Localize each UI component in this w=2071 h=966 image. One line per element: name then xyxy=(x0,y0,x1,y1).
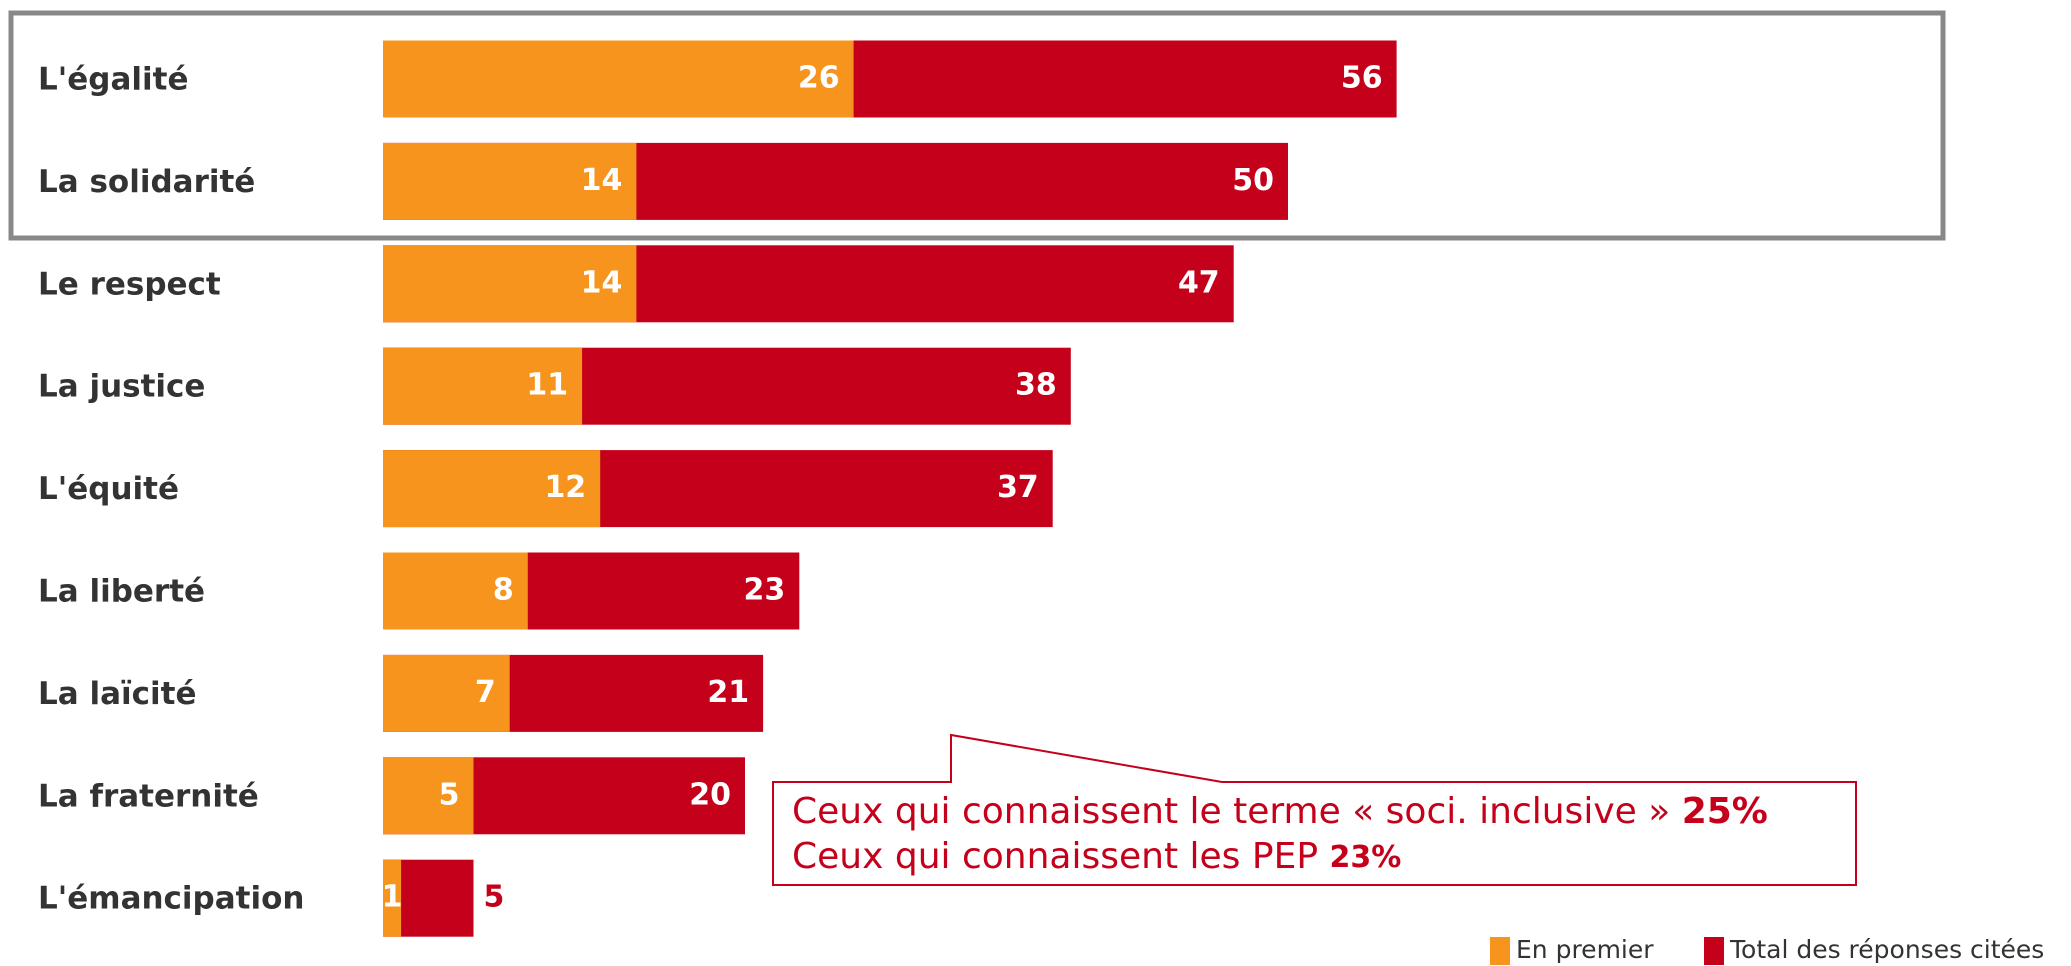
value-label: 14 xyxy=(581,163,623,198)
annotation-value: 23% xyxy=(1329,840,1401,875)
annotation-text: Ceux qui connaissent le terme « soci. in… xyxy=(792,791,1670,832)
category-label: La solidarité xyxy=(38,164,255,200)
bar xyxy=(383,450,601,528)
value-label: 5 xyxy=(484,880,505,915)
value-label: 11 xyxy=(526,368,568,403)
value-label: 56 xyxy=(1341,61,1383,96)
legend-swatch xyxy=(1704,937,1724,965)
legend-label: Total des réponses citées xyxy=(1729,935,2044,964)
value-label: 14 xyxy=(581,265,623,300)
value-label: 8 xyxy=(493,573,514,608)
annotation: Ceux qui connaissent les PEP 23% xyxy=(792,836,1401,877)
bar xyxy=(383,40,854,118)
bar xyxy=(383,552,528,630)
callout-box xyxy=(772,733,1857,886)
category-label: L'équité xyxy=(38,471,179,507)
category-label: La justice xyxy=(38,369,205,405)
value-label: 1 xyxy=(382,880,403,915)
bar xyxy=(383,654,510,732)
category-label: La fraternité xyxy=(38,778,259,814)
value-label: 7 xyxy=(475,675,496,710)
value-label: 38 xyxy=(1015,368,1057,403)
value-label: 37 xyxy=(997,470,1039,505)
value-label: 47 xyxy=(1178,265,1220,300)
bar xyxy=(383,347,583,425)
annotation: Ceux qui connaissent le terme « soci. in… xyxy=(792,791,1768,832)
legend-label: En premier xyxy=(1516,935,1654,964)
value-label: 21 xyxy=(707,675,749,710)
highlight-box xyxy=(8,10,1946,241)
category-label: La laïcité xyxy=(38,676,196,712)
category-label: La liberté xyxy=(38,574,205,610)
annotation-text: Ceux qui connaissent les PEP xyxy=(792,836,1318,877)
bar xyxy=(383,142,637,220)
value-label: 26 xyxy=(798,61,840,96)
value-label: 20 xyxy=(689,777,731,812)
category-label: Le respect xyxy=(38,266,221,302)
legend-swatch xyxy=(1490,937,1510,965)
bar xyxy=(383,245,637,323)
value-label: 50 xyxy=(1232,163,1274,198)
value-label: 23 xyxy=(744,573,786,608)
annotation-value: 25% xyxy=(1682,791,1768,832)
value-label: 12 xyxy=(544,470,586,505)
category-label: L'émancipation xyxy=(38,881,304,917)
category-label: L'égalité xyxy=(38,62,188,98)
bar xyxy=(383,757,474,835)
bar xyxy=(383,859,402,937)
value-label: 5 xyxy=(439,777,460,812)
